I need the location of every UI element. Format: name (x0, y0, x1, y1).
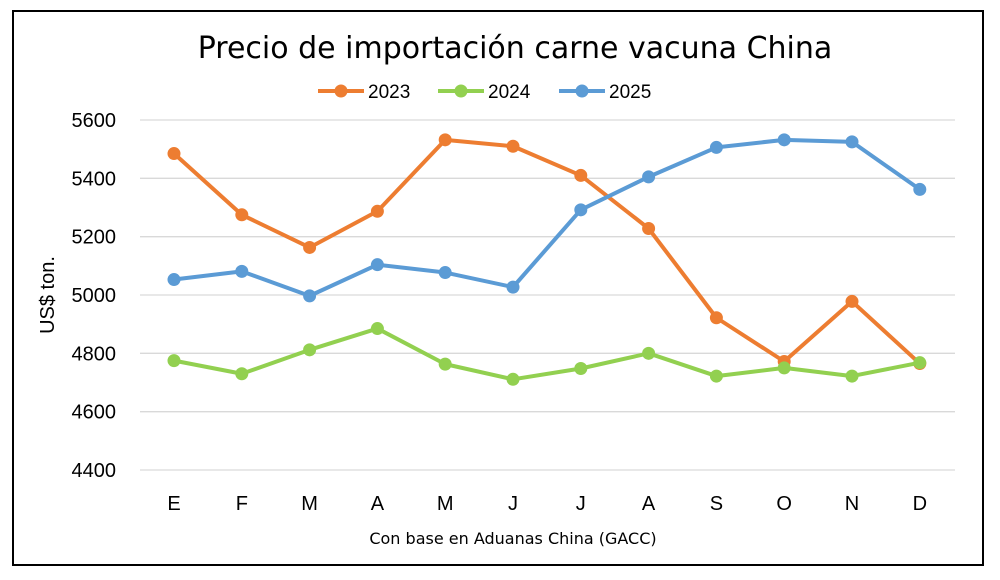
chart-frame (12, 10, 984, 566)
x-tick-label: A (642, 493, 656, 515)
data-point (642, 222, 656, 235)
x-tick-label: M (301, 493, 318, 515)
data-point (574, 362, 588, 375)
data-point (235, 264, 249, 278)
chart-title: Precio de importación carne vacuna China (198, 31, 833, 66)
data-point (913, 182, 927, 196)
legend-label: 2025 (609, 82, 651, 103)
data-point (370, 204, 384, 218)
data-point (777, 133, 791, 147)
series-line (172, 137, 922, 366)
data-point (235, 367, 249, 381)
legend-label: 2024 (488, 82, 531, 103)
y-axis-ticks: 4400 4600 4800 5000 5200 5400 5600 (72, 110, 117, 482)
data-point (303, 289, 317, 303)
x-tick-label: F (236, 493, 248, 515)
x-axis-label: Con base en Aduanas China (GACC) (369, 529, 656, 548)
data-point (438, 357, 452, 371)
x-tick-label: O (776, 493, 792, 515)
series-line (172, 137, 922, 298)
data-point (506, 280, 520, 294)
legend-item-2023: 2023 (318, 82, 410, 103)
y-tick-label: 4600 (72, 402, 117, 424)
x-tick-label: A (371, 493, 385, 515)
x-tick-label: J (508, 493, 518, 515)
legend-item-2025: 2025 (559, 82, 651, 103)
x-tick-label: E (167, 493, 180, 515)
data-point (574, 203, 588, 217)
series-2024 (167, 322, 927, 386)
legend: 2023 2024 2025 (318, 82, 651, 103)
x-tick-label: N (845, 493, 859, 515)
data-point (438, 133, 452, 147)
data-point (303, 240, 317, 254)
data-point (167, 147, 181, 161)
data-point (845, 294, 859, 308)
y-tick-label: 5400 (72, 168, 117, 190)
legend-marker (575, 84, 589, 98)
data-point (913, 356, 927, 370)
data-point (506, 372, 520, 386)
legend-label: 2023 (368, 82, 410, 103)
data-point (167, 354, 181, 368)
x-tick-label: S (710, 493, 723, 515)
data-point (709, 140, 723, 154)
legend-marker (334, 84, 348, 98)
data-point (709, 369, 723, 383)
data-point (370, 258, 384, 272)
x-tick-label: J (576, 493, 586, 515)
series-lines (167, 133, 927, 386)
data-point (642, 346, 656, 360)
data-point (777, 361, 791, 375)
data-point (506, 139, 520, 153)
x-tick-label: M (437, 493, 454, 515)
data-point (845, 135, 859, 149)
data-point (642, 170, 656, 184)
series-2025 (167, 133, 927, 303)
data-point (574, 168, 588, 182)
y-tick-label: 5600 (72, 110, 117, 132)
y-tick-label: 5200 (72, 227, 117, 249)
y-axis-label: US$ ton. (37, 256, 59, 334)
data-point (709, 311, 723, 325)
series-2023 (167, 133, 927, 371)
y-tick-label: 5000 (72, 285, 117, 307)
y-tick-label: 4800 (72, 343, 117, 365)
data-point (235, 208, 249, 222)
data-point (303, 343, 317, 357)
y-tick-label: 4400 (72, 460, 117, 482)
data-point (167, 273, 181, 287)
data-point (370, 322, 384, 336)
data-point (845, 369, 859, 383)
gridlines (140, 119, 955, 471)
data-point (438, 266, 452, 280)
legend-marker (454, 84, 468, 98)
x-tick-label: D (913, 493, 927, 515)
series-line (172, 326, 922, 382)
legend-item-2024: 2024 (438, 82, 531, 103)
